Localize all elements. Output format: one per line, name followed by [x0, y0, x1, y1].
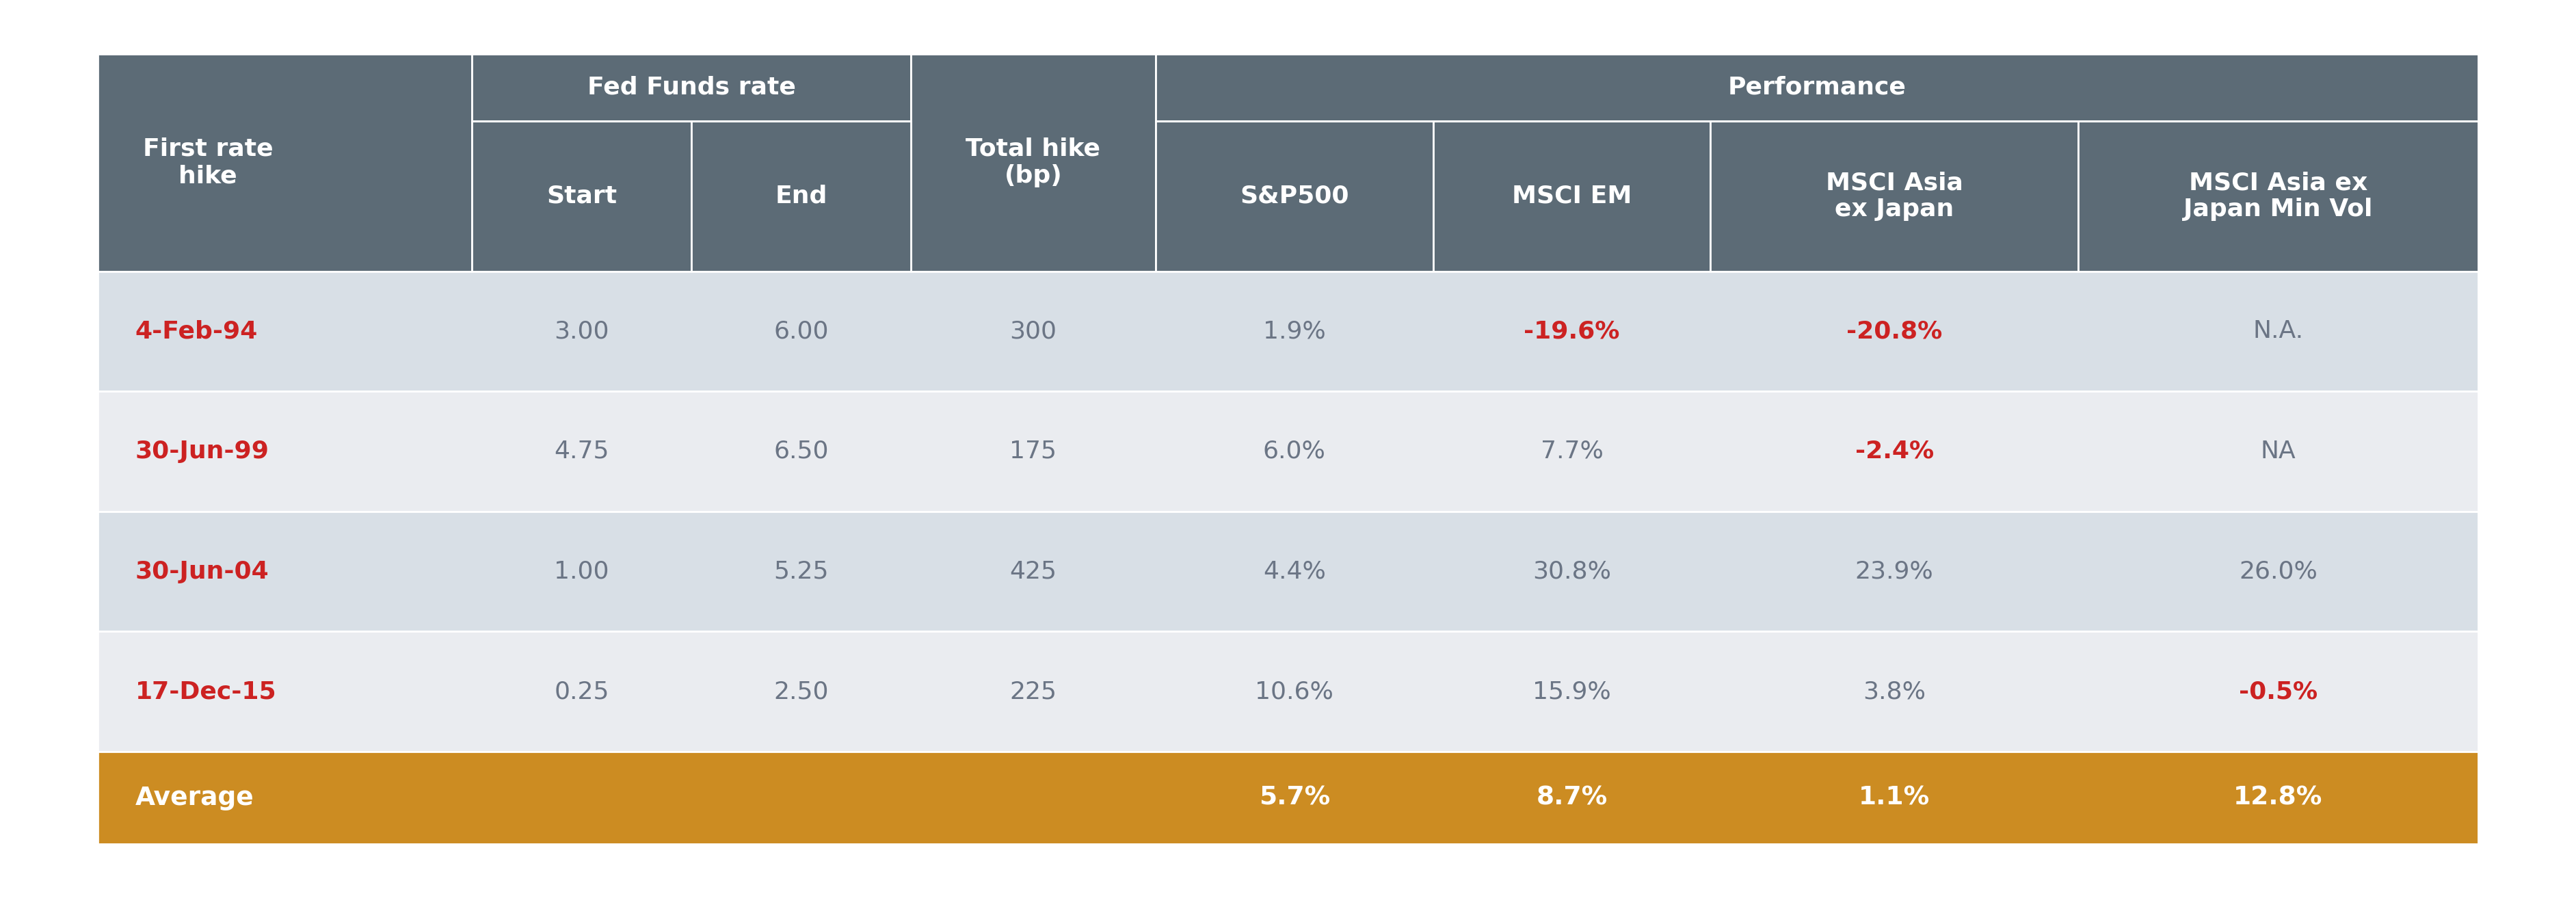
Text: Start: Start [546, 184, 616, 207]
Text: 30.8%: 30.8% [1533, 559, 1610, 583]
Text: NA: NA [2262, 440, 2295, 463]
Text: 17-Dec-15: 17-Dec-15 [137, 680, 276, 703]
Text: 10.6%: 10.6% [1255, 680, 1334, 703]
Text: 225: 225 [1010, 680, 1056, 703]
Text: 6.50: 6.50 [773, 440, 829, 463]
Text: End: End [775, 184, 827, 207]
Text: 1.9%: 1.9% [1262, 320, 1327, 343]
Text: Average: Average [137, 786, 255, 810]
Text: 15.9%: 15.9% [1533, 680, 1610, 703]
Text: 8.7%: 8.7% [1535, 786, 1607, 810]
Text: 2.50: 2.50 [773, 680, 829, 703]
Text: 23.9%: 23.9% [1855, 559, 1935, 583]
Text: -20.8%: -20.8% [1847, 320, 1942, 343]
Text: 0.25: 0.25 [554, 680, 608, 703]
Text: Performance: Performance [1728, 75, 1906, 99]
Text: 5.25: 5.25 [773, 559, 829, 583]
Text: First rate
hike: First rate hike [142, 137, 273, 188]
Text: 3.00: 3.00 [554, 320, 608, 343]
Text: -19.6%: -19.6% [1525, 320, 1620, 343]
Text: 3.8%: 3.8% [1862, 680, 1927, 703]
Text: 7.7%: 7.7% [1540, 440, 1602, 463]
Text: Fed Funds rate: Fed Funds rate [587, 75, 796, 99]
Text: 30-Jun-04: 30-Jun-04 [137, 559, 268, 583]
Text: N.A.: N.A. [2254, 320, 2303, 343]
Text: -0.5%: -0.5% [2239, 680, 2318, 703]
Text: -2.4%: -2.4% [1855, 440, 1935, 463]
Text: Total hike
(bp): Total hike (bp) [966, 137, 1100, 188]
Text: 12.8%: 12.8% [2233, 786, 2324, 810]
Text: 4.4%: 4.4% [1262, 559, 1327, 583]
Text: S&P500: S&P500 [1239, 184, 1350, 207]
Text: 30-Jun-99: 30-Jun-99 [137, 440, 270, 463]
Text: 175: 175 [1010, 440, 1056, 463]
Text: 4.75: 4.75 [554, 440, 608, 463]
Text: 4-Feb-94: 4-Feb-94 [137, 320, 258, 343]
Text: 300: 300 [1010, 320, 1056, 343]
Text: MSCI Asia ex
Japan Min Vol: MSCI Asia ex Japan Min Vol [2184, 171, 2372, 221]
Text: 6.00: 6.00 [773, 320, 829, 343]
Text: 5.7%: 5.7% [1260, 786, 1329, 810]
Text: 425: 425 [1010, 559, 1056, 583]
Text: 1.00: 1.00 [554, 559, 608, 583]
Text: 6.0%: 6.0% [1262, 440, 1327, 463]
Text: 26.0%: 26.0% [2239, 559, 2318, 583]
Text: MSCI EM: MSCI EM [1512, 184, 1631, 207]
Text: 1.1%: 1.1% [1860, 786, 1929, 810]
Text: MSCI Asia
ex Japan: MSCI Asia ex Japan [1826, 171, 1963, 221]
